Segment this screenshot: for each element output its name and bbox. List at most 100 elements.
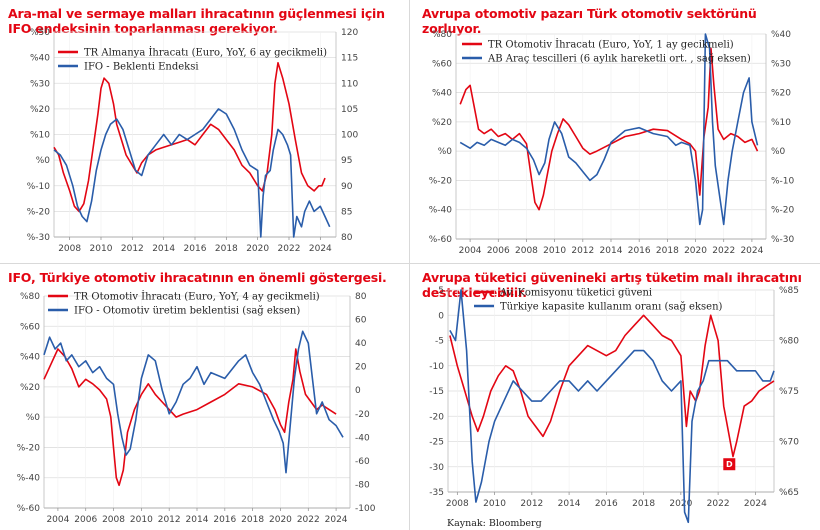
x-tick-label: 2006 (487, 246, 510, 256)
y-right-tick-label: %10 (771, 118, 791, 128)
legend-label: Av. Komisyonu tüketici güveni (499, 288, 652, 299)
y-left-tick-label: %10 (30, 131, 50, 141)
y-right-tick-label: %-20 (771, 206, 795, 216)
y-left-tick-label: %40 (20, 353, 40, 363)
x-tick-label: 2010 (543, 246, 566, 256)
y-right-tick-label: 85 (341, 207, 352, 217)
y-left-tick-label: %50 (30, 28, 50, 38)
legend-label: TR Otomotiv İhracatı (Euro, YoY, 1 ay ge… (488, 39, 734, 51)
y-right-tick-label: 0 (355, 386, 361, 396)
y-left-tick-label: %40 (432, 89, 452, 99)
y-left-tick-label: %40 (30, 54, 50, 64)
x-tick-label: 2012 (571, 246, 594, 256)
x-tick-label: 2008 (58, 244, 81, 254)
x-tick-label: 2012 (158, 515, 181, 525)
y-right-tick-label: 95 (341, 156, 352, 166)
y-right-tick-label: -100 (355, 504, 376, 514)
y-right-tick-label: %40 (771, 30, 791, 40)
y-right-tick-label: -80 (355, 480, 370, 490)
y-right-tick-label: %80 (779, 337, 799, 347)
x-tick-label: 2018 (632, 499, 655, 509)
chart-panel-4: Avrupa tüketici güvenineki artış tüketim… (416, 266, 816, 524)
chart-svg: %50 %40 %30 %20 %10 %0 %-10 %-20 %-30 120 115 110 10… (27, 28, 359, 254)
y-left-tick-label: %-40 (429, 206, 453, 216)
y-right-tick-label: %0 (771, 147, 786, 157)
y-left-tick-label: %80 (432, 30, 452, 40)
y-left-tick-label: %80 (20, 292, 40, 302)
x-tick-label: 2012 (520, 499, 543, 509)
y-left-tick-label: %20 (20, 383, 40, 393)
x-tick-label: 2022 (278, 244, 301, 254)
y-left-tick-label: %-40 (17, 474, 41, 484)
x-tick-label: 2024 (744, 499, 767, 509)
x-tick-label: 2022 (707, 499, 730, 509)
horizontal-divider (0, 263, 820, 264)
y-left-tick-label: %-20 (17, 443, 41, 453)
y-left-tick-label: %20 (30, 105, 50, 115)
y-left-tick-label: %-30 (27, 233, 51, 243)
y-right-tick-label: 80 (355, 292, 367, 302)
x-tick-label: 2016 (628, 246, 651, 256)
y-right-tick-label: 100 (341, 131, 358, 141)
x-tick-label: 2024 (325, 515, 348, 525)
y-left-tick-label: %60 (432, 59, 452, 69)
x-tick-label: 2016 (184, 244, 207, 254)
x-tick-label: 2020 (669, 499, 692, 509)
series-line-red (53, 61, 326, 213)
x-tick-label: 2022 (297, 515, 320, 525)
chart-panel-2: Avrupa otomotiv pazarı Türk otomotiv sek… (416, 2, 816, 259)
legend-label: Türkiye kapasite kullanım oranı (sağ eks… (500, 302, 723, 313)
x-tick-label: 2010 (130, 515, 153, 525)
y-right-tick-label: %85 (779, 286, 799, 296)
legend-label: AB Araç tescilleri (6 aylık hareketli or… (487, 54, 751, 65)
x-tick-label: 2008 (515, 246, 538, 256)
x-tick-label: 2016 (595, 499, 618, 509)
annotation-badge (723, 458, 736, 471)
y-right-tick-label: 110 (341, 79, 358, 89)
x-tick-label: 2010 (90, 244, 113, 254)
y-left-tick-label: -10 (429, 362, 444, 372)
y-left-tick-label: %-20 (27, 207, 51, 217)
y-left-tick-label: -20 (429, 412, 444, 422)
x-tick-label: 2014 (600, 246, 623, 256)
y-left-tick-label: %20 (432, 118, 452, 128)
legend-label: IFO - Beklenti Endeksi (84, 62, 199, 73)
chart-title: IFO, Türkiye otomotiv ihracatının en öne… (8, 270, 387, 285)
series-line-red (43, 348, 337, 487)
y-right-tick-label: %65 (779, 488, 799, 498)
x-tick-label: 2008 (102, 515, 125, 525)
y-right-tick-label: 120 (341, 28, 358, 38)
y-right-tick-label: 90 (341, 182, 353, 192)
y-right-tick-label: 80 (341, 233, 353, 243)
y-right-tick-label: -60 (355, 457, 370, 467)
series-line-blue (449, 289, 775, 524)
y-left-tick-label: 5 (438, 286, 444, 296)
y-left-tick-label: -15 (429, 387, 444, 397)
y-left-tick-label: %-60 (429, 235, 453, 245)
source-note: Kaynak: Bloomberg (447, 518, 542, 529)
y-right-tick-label: -40 (355, 433, 370, 443)
x-tick-label: 2014 (186, 515, 209, 525)
x-tick-label: 2010 (483, 499, 506, 509)
legend-label: TR Otomotiv İhracatı (Euro, YoY, 4 ay ge… (74, 291, 320, 303)
series-line-blue (43, 330, 344, 474)
y-right-tick-label: 60 (355, 316, 367, 326)
chart-title: Avrupa otomotiv pazarı Türk otomotiv sek… (422, 6, 757, 36)
chart-svg: %80 %60 %40 %20 %0 %-20 %-40 %-60 80 60 40 20 0 -20 -4… (17, 291, 376, 526)
x-tick-label: 2004 (459, 246, 482, 256)
y-right-tick-label: 20 (355, 363, 367, 373)
vertical-divider (409, 0, 410, 530)
x-tick-label: 2004 (46, 515, 69, 525)
x-tick-label: 2020 (269, 515, 292, 525)
chart-panel-1: Ara-mal ve sermaye malları ihracatının g… (2, 2, 402, 259)
x-tick-label: 2024 (740, 246, 763, 256)
y-left-tick-label: %0 (26, 413, 41, 423)
x-tick-label: 2022 (712, 246, 735, 256)
annotation-label: D (726, 460, 733, 469)
y-left-tick-label: -25 (429, 438, 444, 448)
y-right-tick-label: 115 (341, 54, 358, 64)
chart-panel-3: IFO, Türkiye otomotiv ihracatının en öne… (2, 266, 402, 526)
y-left-tick-label: -30 (429, 463, 444, 473)
y-right-tick-label: %-30 (771, 235, 795, 245)
x-tick-label: 2014 (558, 499, 581, 509)
